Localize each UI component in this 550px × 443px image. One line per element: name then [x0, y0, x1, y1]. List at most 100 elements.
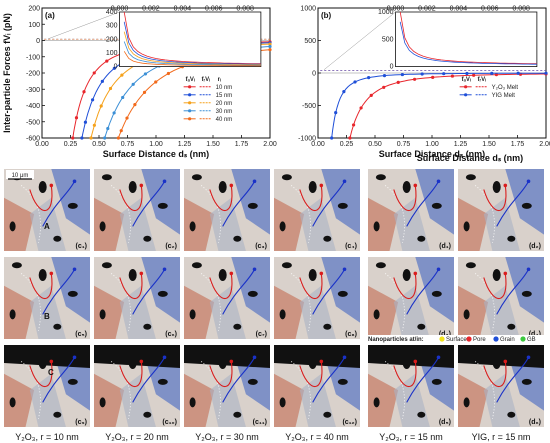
legend-marker [188, 85, 192, 89]
trajectory-red [209, 361, 233, 387]
pore [463, 309, 470, 320]
micrograph-panel: (d₃) [368, 257, 454, 339]
pore [128, 269, 137, 282]
inset-x-tick-label: 0.002 [418, 6, 436, 13]
blue-grain [51, 169, 90, 235]
series-marker [334, 111, 338, 115]
series-marker [330, 136, 334, 140]
np-legend-title: Nanoparticles at/in: [368, 337, 424, 343]
inset-x-tick-label: 0.006 [481, 6, 499, 13]
inset-x-tick-label: 0.004 [450, 6, 468, 13]
micrograph-panel: (d₂) [458, 169, 544, 251]
red-grain [184, 285, 215, 339]
trajectory-blue [132, 357, 166, 403]
y-axis-label: Inter-particle Forces fVᵢ (pN) [2, 13, 12, 133]
series-marker [516, 71, 520, 75]
legend-marker [464, 85, 468, 89]
panel-label: (c₃) [255, 243, 267, 250]
particle-grain [252, 267, 257, 272]
inset-series-3 [123, 31, 261, 66]
red-grain [458, 373, 489, 427]
pore [157, 202, 168, 209]
trajectory-blue [222, 269, 256, 315]
red-grain [4, 197, 35, 251]
trajectory-red [209, 185, 233, 211]
pore [143, 411, 152, 418]
x-tick-label: 0.00 [311, 141, 325, 148]
red-grain [184, 197, 215, 251]
pore [507, 323, 516, 330]
dark-region [274, 345, 360, 368]
legend-marker [188, 93, 192, 97]
red-grain [368, 197, 399, 251]
series-marker [103, 136, 107, 140]
np-legend-background [364, 335, 550, 343]
particle-pore [229, 271, 234, 276]
dark-region [94, 345, 180, 368]
pore [233, 235, 242, 242]
x-tick-label: 0.75 [397, 141, 411, 148]
pore [323, 411, 332, 418]
particle-grain [526, 355, 531, 360]
micrograph-panel: (c₇) [184, 257, 270, 339]
series-marker [105, 59, 109, 63]
pore [507, 235, 516, 242]
series-marker [106, 126, 110, 131]
pore [337, 202, 348, 209]
y-tick-label: -500 [26, 119, 40, 126]
series-marker [353, 80, 357, 84]
particle-pore [503, 359, 508, 364]
trajectory-red [299, 361, 323, 387]
blue-grain [505, 169, 544, 235]
x-tick-label: 1.25 [454, 141, 468, 148]
pore [463, 221, 470, 232]
boundary-path [200, 361, 221, 419]
boundary-path [110, 273, 131, 331]
series-marker [342, 90, 346, 94]
panel-label: (d₆) [529, 419, 541, 426]
inset-series-1 [123, 11, 261, 65]
series-marker [82, 90, 86, 94]
boundary-path [384, 361, 405, 419]
np-legend-label: GB [527, 337, 536, 343]
legend-marker [188, 109, 192, 113]
series-marker [400, 72, 404, 77]
inset-frame [395, 11, 538, 67]
trajectory-red [209, 273, 233, 299]
particle-pore [319, 271, 324, 276]
np-legend-label: Surface [446, 337, 467, 343]
trajectory-blue [222, 357, 256, 403]
series-marker [116, 136, 120, 140]
trajectory-blue [42, 357, 76, 403]
particle-pore [49, 271, 54, 276]
pore [53, 411, 62, 418]
particle-grain [162, 267, 167, 272]
pore [67, 290, 78, 297]
trajectory-blue [406, 269, 440, 315]
panel-caption: Y₂O₃, r = 30 nm [195, 432, 258, 442]
pore [281, 262, 292, 269]
inset-series-1 [399, 11, 537, 65]
panel-caption: Y₂O₃, r = 10 nm [15, 432, 78, 442]
micrograph-panel: (c₃) [184, 169, 270, 251]
legend-label: 20 nm [216, 101, 233, 107]
series-marker [420, 72, 424, 76]
pore [143, 235, 152, 242]
trajectory-blue [312, 357, 346, 403]
trajectory-blue [496, 269, 530, 315]
boundary-path [200, 185, 221, 243]
trajectory-red [393, 185, 417, 211]
x-tick-label: 2.00 [263, 141, 277, 148]
inset-pointer [323, 11, 396, 70]
trajectory-blue [42, 269, 76, 315]
particle-pore [139, 359, 144, 364]
pore [323, 235, 332, 242]
x-axis-label: Surface Distance dₛ (nm) [103, 149, 209, 159]
pore [492, 269, 501, 282]
pore [402, 269, 411, 282]
particle-pore [413, 271, 418, 276]
pore [375, 262, 386, 269]
series-marker [90, 98, 95, 102]
series-marker [382, 74, 387, 78]
particle-pore [319, 183, 324, 188]
